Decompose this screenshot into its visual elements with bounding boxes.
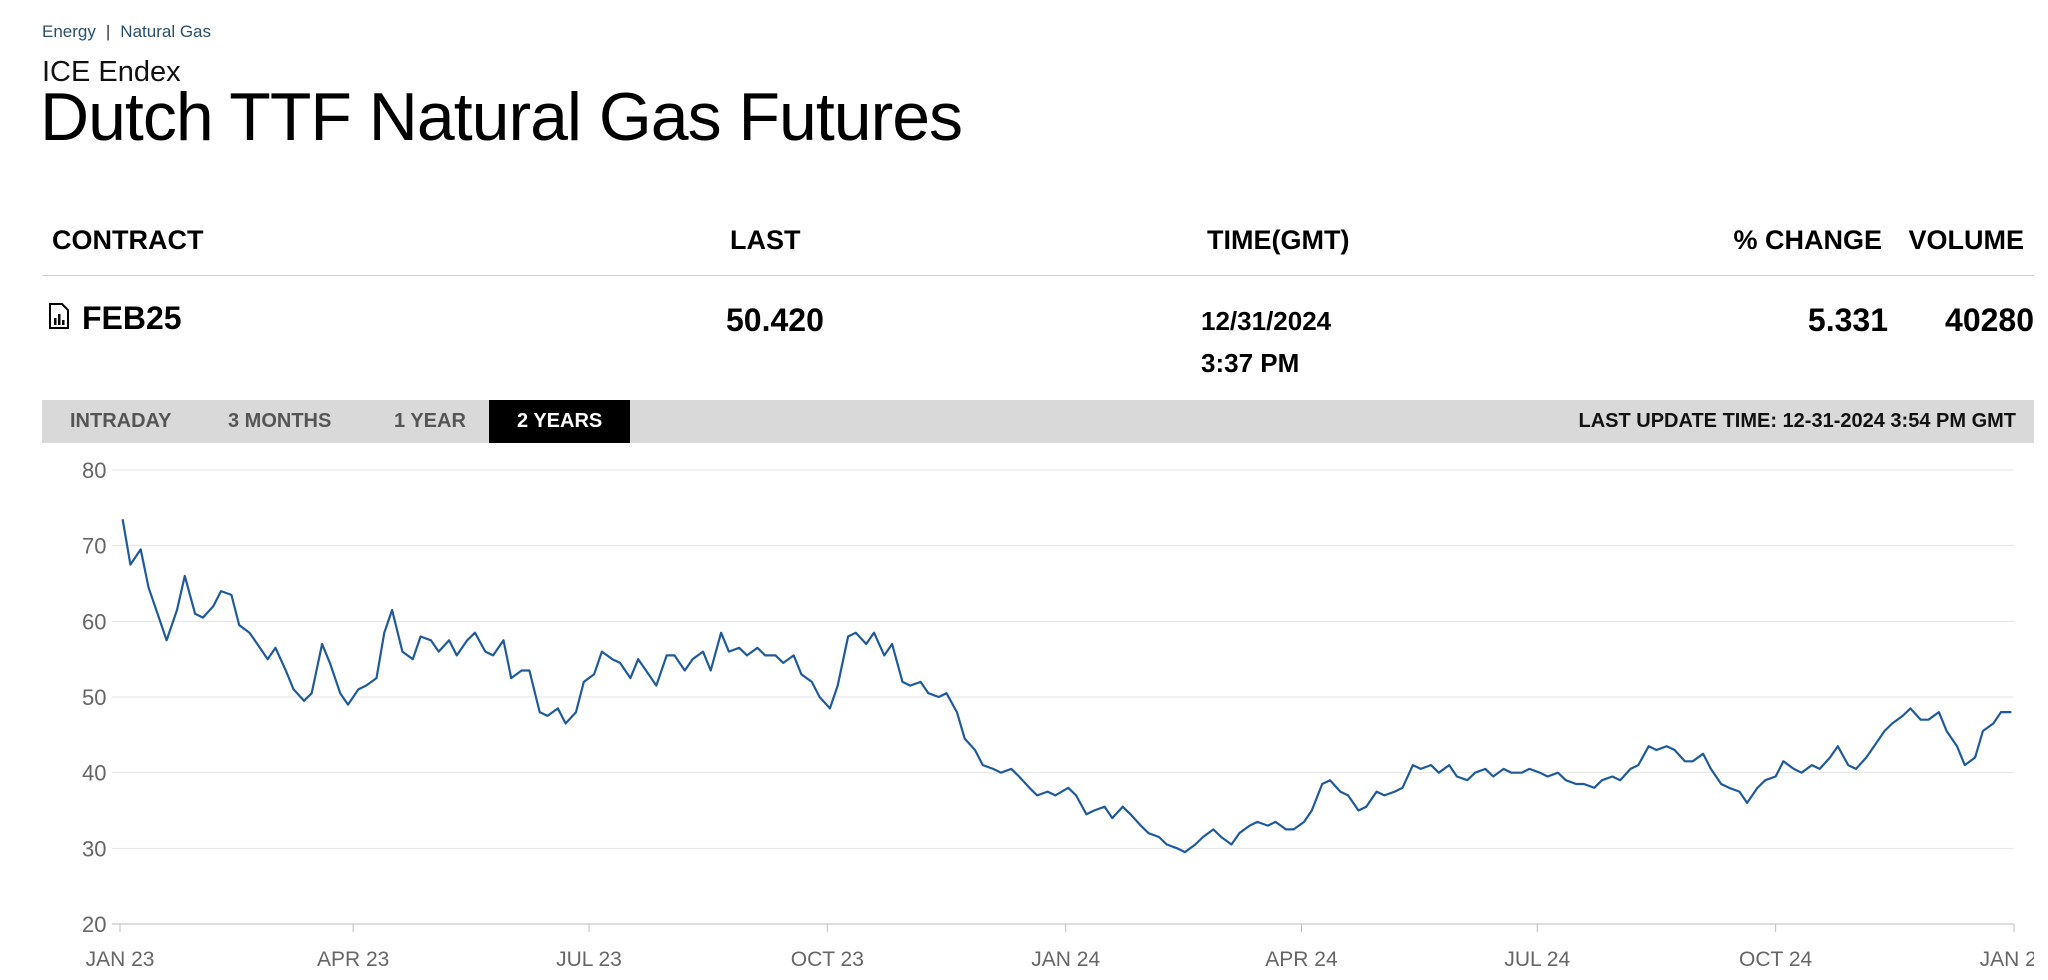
tab-3-months[interactable]: 3 MONTHS	[228, 410, 332, 432]
breadcrumb: Energy | Natural Gas	[42, 22, 211, 42]
header-volume: VOLUME	[1908, 225, 2024, 255]
price-chart: 20 30 40 50 60 70 80 JAN 23 APR 23 JUL 23 OCT 23 JA…	[82, 458, 2034, 971]
contract-code: FEB25	[82, 300, 182, 336]
header-time: TIME(GMT)	[1207, 225, 1350, 255]
y-tick-label: 70	[82, 534, 106, 559]
x-tick-label: JUL 23	[556, 948, 622, 971]
header-pct-change: % CHANGE	[1733, 225, 1882, 255]
breadcrumb-natural-gas[interactable]: Natural Gas	[120, 22, 211, 41]
exchange-name: ICE Endex	[42, 56, 181, 88]
last-update-time: LAST UPDATE TIME: 12-31-2024 3:54 PM GMT	[1578, 410, 2017, 432]
quote-row: FEB25 50.420 12/31/2024 3:37 PM 5.331 40…	[42, 286, 2034, 396]
volume-value: 40280	[1945, 302, 2034, 338]
header-contract: CONTRACT	[52, 225, 204, 255]
last-price: 50.420	[726, 302, 824, 338]
tab-2-years[interactable]: 2 YEARS	[489, 400, 631, 443]
y-tick-label: 50	[82, 685, 106, 710]
page-title: Dutch TTF Natural Gas Futures	[40, 79, 963, 155]
pct-change-value: 5.331	[1807, 302, 1888, 338]
x-tick-label: JAN 24	[1031, 948, 1100, 971]
trade-clock: 3:37 PM	[1201, 348, 1300, 378]
contract-link[interactable]: FEB25	[48, 300, 182, 337]
x-tick-label: JUL 24	[1504, 948, 1570, 971]
x-tick-label: JAN 23	[86, 948, 155, 971]
range-tab-bar: INTRADAY 3 MONTHS 1 YEAR 2 YEARS LAST UP…	[42, 400, 2034, 443]
breadcrumb-separator: |	[105, 22, 111, 41]
breadcrumb-energy[interactable]: Energy	[42, 22, 96, 41]
y-tick-label: 20	[82, 912, 106, 937]
price-series-line	[121, 519, 2012, 854]
quote-table-header: CONTRACT LAST TIME(GMT) % CHANGE VOLUME	[42, 205, 2034, 276]
header-last: LAST	[730, 225, 801, 255]
y-tick-label: 30	[82, 836, 106, 861]
y-tick-label: 40	[82, 761, 106, 786]
chart-doc-icon	[48, 300, 70, 337]
y-tick-label: 80	[82, 458, 106, 483]
x-tick-label: APR 24	[1265, 948, 1338, 971]
trade-time: 12/31/2024 3:37 PM	[1201, 300, 1331, 384]
tab-intraday[interactable]: INTRADAY	[70, 410, 172, 432]
tab-1-year[interactable]: 1 YEAR	[394, 410, 466, 432]
trade-date: 12/31/2024	[1201, 306, 1332, 336]
x-tick-label: APR 23	[317, 948, 389, 971]
y-tick-label: 60	[82, 609, 106, 634]
x-tick-label: OCT 23	[791, 948, 864, 971]
x-tick-label: OCT 24	[1739, 948, 1812, 971]
x-tick-label: JAN 25	[1980, 948, 2034, 971]
